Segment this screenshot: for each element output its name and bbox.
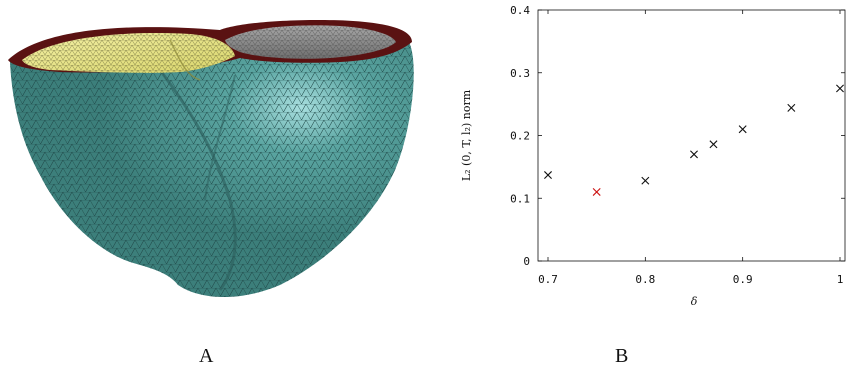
x-tick-label: 0.9 [733, 273, 753, 286]
data-point [709, 140, 718, 149]
y-tick-label: 0.3 [510, 67, 530, 80]
y-tick-label: 0.2 [510, 130, 530, 143]
chart-points [544, 84, 844, 196]
right-ventricle-cavity [225, 25, 396, 59]
data-point-stroke [709, 140, 718, 149]
data-point [787, 103, 796, 112]
panel-label-a: A [199, 345, 214, 367]
panel-label-b: B [615, 345, 629, 367]
x-tick-label: 1 [837, 273, 844, 286]
data-point-stroke [787, 103, 796, 112]
plot-frame [537, 9, 846, 262]
heart-outer-wall [10, 33, 414, 298]
chart-axes [537, 9, 846, 262]
data-point-stroke [544, 171, 552, 180]
left-ventricle-cavity [22, 33, 235, 81]
chart-ticks: 0 0.1 0.2 0.3 0.4 0.7 0.8 0.9 1 [510, 4, 845, 286]
data-point-stroke [836, 84, 844, 93]
x-tick-label: 0.8 [635, 273, 655, 286]
heart-mesh-illustration [8, 20, 414, 298]
x-axis-label: δ [691, 295, 698, 308]
x-tick-label: 0.7 [538, 273, 558, 286]
data-point-stroke [641, 176, 650, 185]
data-point [544, 171, 552, 180]
data-point [641, 176, 650, 185]
data-point [836, 84, 844, 93]
y-axis-label: L₂ (0, T, l₂) norm [460, 89, 473, 181]
y-tick-label: 0.4 [510, 4, 530, 17]
y-tick-label: 0 [523, 255, 530, 268]
data-point [592, 187, 601, 196]
data-point [690, 150, 698, 159]
data-point-stroke [738, 125, 747, 134]
data-point-stroke [592, 187, 601, 196]
y-tick-label: 0.1 [510, 192, 530, 205]
data-point-stroke [690, 150, 698, 159]
data-point [738, 125, 747, 134]
